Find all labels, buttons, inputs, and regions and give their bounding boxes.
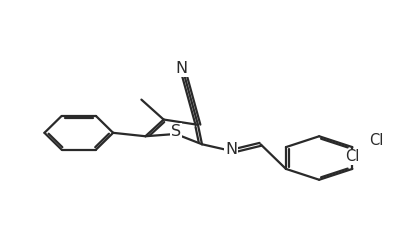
Text: N: N [176,61,188,76]
Text: N: N [225,142,237,157]
Text: Cl: Cl [345,150,360,164]
Text: Cl: Cl [369,133,384,148]
Text: S: S [170,124,181,139]
